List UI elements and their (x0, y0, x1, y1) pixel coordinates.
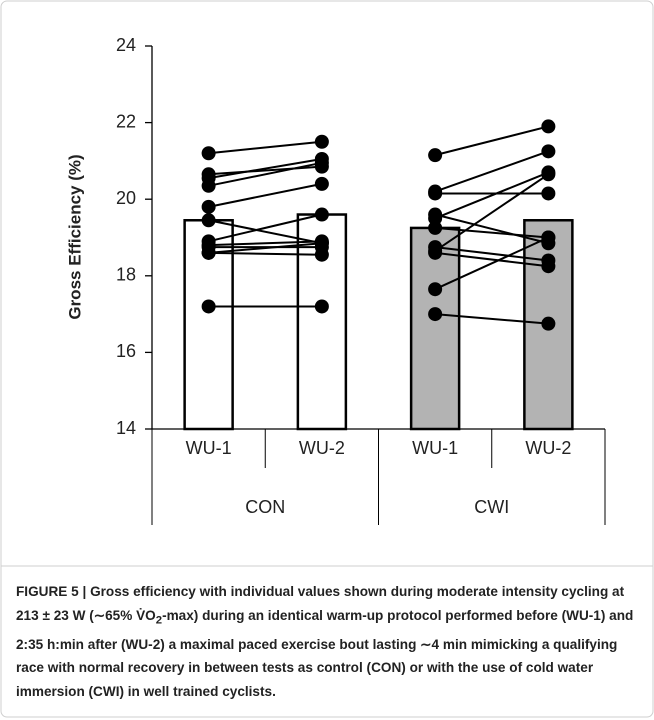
subject-point (428, 220, 443, 235)
subject-point (314, 236, 329, 251)
subject-line (434, 125, 549, 157)
caption-label: FIGURE 5 | (16, 584, 87, 599)
subject-line (434, 213, 549, 245)
y-tick-label: 16 (116, 341, 136, 361)
subject-point (201, 299, 216, 314)
x-tick-label: WU-2 (525, 438, 571, 458)
subject-line (435, 226, 549, 239)
subject-point (541, 119, 556, 134)
subject-point (428, 282, 443, 297)
y-tick-label: 20 (116, 188, 136, 208)
subject-line (208, 242, 322, 254)
subject-line (208, 161, 323, 187)
x-tick-label: WU-1 (412, 438, 458, 458)
subject-line (208, 182, 323, 208)
x-tick-label: WU-1 (186, 438, 232, 458)
caption-text: -max) during an identical warm-up protoc… (16, 607, 634, 699)
y-tick-label: 24 (116, 35, 136, 55)
subject-line (434, 236, 549, 291)
subject-line (208, 157, 323, 180)
subject-point (314, 299, 329, 314)
caption: FIGURE 5 | Gross efficiency with individ… (16, 580, 638, 703)
group-label: CON (245, 497, 285, 517)
subject-line (208, 219, 323, 245)
y-tick-label: 14 (116, 418, 136, 438)
subject-point (428, 307, 443, 322)
subject-point (201, 178, 216, 193)
subject-point (201, 245, 216, 260)
subject-line (434, 150, 549, 193)
subject-point (541, 259, 556, 274)
subject-point (541, 167, 556, 182)
subject-point (541, 316, 556, 331)
subject-point (314, 134, 329, 149)
subject-line (434, 173, 549, 252)
group-label: CWI (474, 497, 509, 517)
subject-point (541, 186, 556, 201)
bar (409, 226, 461, 431)
subject-point (428, 245, 443, 260)
y-tick-label: 22 (116, 111, 136, 131)
subject-point (428, 211, 443, 226)
subject-point (201, 213, 216, 228)
subject-point (314, 247, 329, 262)
subject-line (208, 251, 322, 256)
subject-point (314, 207, 329, 222)
subject-line (208, 165, 322, 176)
subject-point (314, 155, 329, 170)
subject-line (435, 251, 549, 268)
caption-text: Gross efficiency with individual values … (16, 584, 625, 623)
subject-line (435, 313, 549, 325)
subject-line (208, 213, 323, 243)
subject-line (208, 240, 322, 247)
subject-point (201, 199, 216, 214)
subject-point (201, 146, 216, 161)
subject-point (428, 186, 443, 201)
subject-point (541, 230, 556, 245)
subject-point (314, 176, 329, 191)
caption-sub: 2 (155, 614, 163, 627)
y-tick-label: 18 (116, 265, 136, 285)
y-axis-label: Gross Efficiency (%) (65, 154, 84, 319)
x-tick-label: WU-2 (299, 438, 345, 458)
subject-line (208, 140, 322, 155)
subject-line (434, 171, 549, 220)
subject-point (541, 144, 556, 159)
subject-line (435, 246, 549, 262)
subject-point (428, 148, 443, 163)
